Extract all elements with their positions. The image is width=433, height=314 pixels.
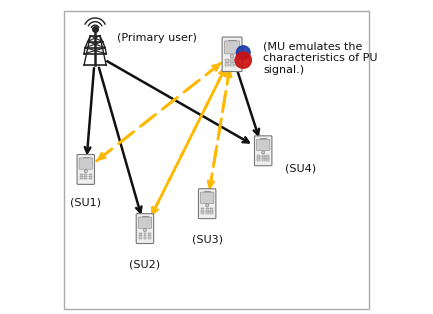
Bar (210, 210, 213, 212)
FancyArrowPatch shape (107, 61, 249, 143)
FancyBboxPatch shape (136, 214, 154, 244)
Bar (210, 208, 213, 209)
Bar (229, 40, 236, 41)
Bar (143, 235, 146, 236)
Circle shape (236, 46, 250, 60)
FancyBboxPatch shape (224, 41, 240, 54)
Bar (89, 176, 91, 177)
Bar (204, 191, 210, 192)
Bar (201, 210, 204, 212)
FancyBboxPatch shape (255, 136, 272, 166)
FancyArrowPatch shape (152, 67, 226, 214)
Bar (266, 159, 269, 161)
Bar (266, 157, 269, 159)
Bar (80, 178, 83, 179)
Bar (226, 62, 229, 63)
Circle shape (230, 54, 234, 58)
Bar (139, 237, 142, 239)
Bar (258, 155, 260, 156)
Bar (143, 237, 146, 239)
Bar (262, 159, 265, 161)
Bar (230, 64, 234, 66)
Bar (84, 174, 87, 175)
Bar (84, 178, 87, 179)
Bar (89, 178, 91, 179)
Bar (148, 233, 151, 234)
FancyArrowPatch shape (208, 68, 230, 187)
FancyBboxPatch shape (77, 154, 94, 184)
Circle shape (84, 170, 87, 173)
FancyBboxPatch shape (256, 139, 270, 150)
Bar (260, 138, 266, 139)
Bar (148, 237, 151, 239)
Bar (201, 212, 204, 214)
Bar (236, 64, 239, 66)
FancyBboxPatch shape (222, 37, 242, 72)
Bar (148, 235, 151, 236)
Bar (142, 216, 148, 217)
Text: (SU2): (SU2) (129, 260, 161, 270)
FancyBboxPatch shape (200, 192, 214, 203)
Text: (SU1): (SU1) (70, 198, 101, 208)
Bar (206, 210, 209, 212)
Bar (258, 159, 260, 161)
Text: (SU3): (SU3) (192, 235, 223, 245)
FancyBboxPatch shape (138, 217, 152, 228)
Circle shape (206, 204, 209, 207)
Bar (262, 157, 265, 159)
Circle shape (235, 52, 252, 68)
Bar (266, 155, 269, 156)
Bar (262, 155, 265, 156)
Bar (139, 235, 142, 236)
Bar (201, 208, 204, 209)
Bar (210, 212, 213, 214)
Circle shape (143, 229, 146, 232)
Bar (80, 174, 83, 175)
Bar (230, 59, 234, 61)
Bar (83, 157, 89, 158)
Text: (Primary user): (Primary user) (117, 33, 197, 42)
Bar (84, 176, 87, 177)
Text: (MU emulates the
characteristics of PU
signal.): (MU emulates the characteristics of PU s… (263, 42, 378, 75)
Bar (80, 176, 83, 177)
FancyBboxPatch shape (198, 189, 216, 219)
FancyArrowPatch shape (151, 69, 224, 216)
FancyArrowPatch shape (99, 63, 221, 159)
Bar (258, 157, 260, 159)
FancyBboxPatch shape (79, 158, 93, 169)
Bar (89, 174, 91, 175)
Circle shape (262, 151, 265, 154)
Bar (230, 62, 234, 63)
Text: (SU4): (SU4) (285, 163, 316, 173)
Bar (236, 62, 239, 63)
FancyArrowPatch shape (236, 68, 259, 135)
Bar (226, 59, 229, 61)
Bar (139, 233, 142, 234)
Bar (236, 59, 239, 61)
Bar (226, 64, 229, 66)
Bar (143, 233, 146, 234)
FancyArrowPatch shape (97, 65, 219, 161)
Bar (206, 208, 209, 209)
FancyArrowPatch shape (99, 68, 142, 213)
FancyArrowPatch shape (85, 68, 94, 153)
Bar (206, 212, 209, 214)
FancyArrowPatch shape (210, 71, 231, 190)
